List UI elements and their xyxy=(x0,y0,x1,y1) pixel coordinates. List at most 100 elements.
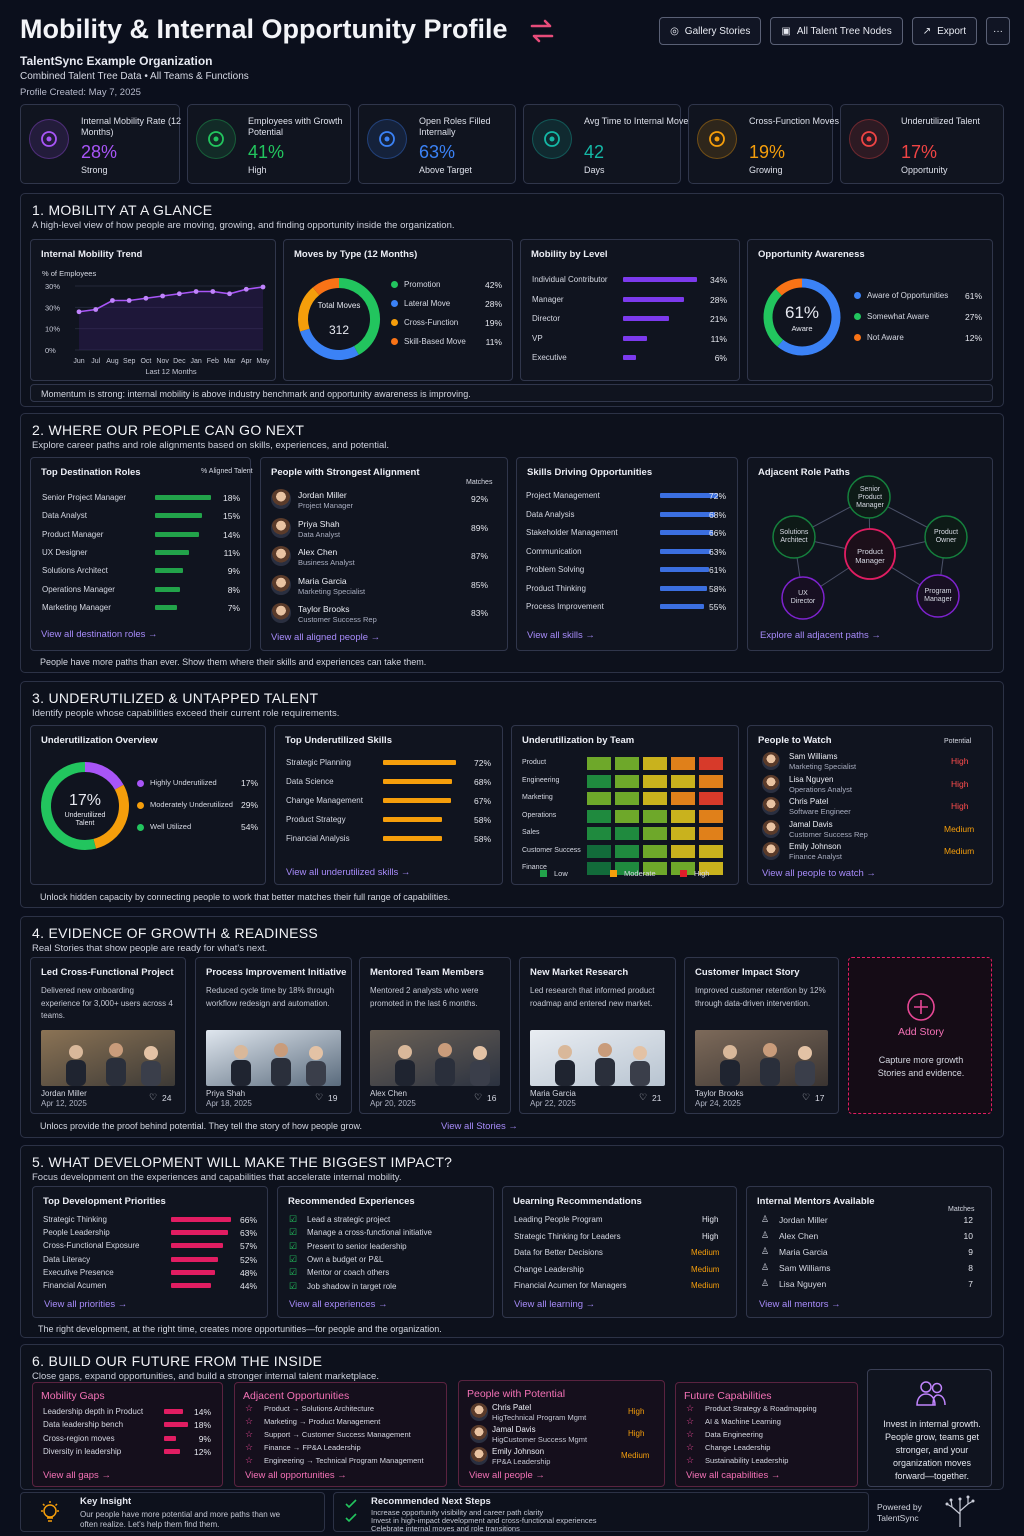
heatmap-cell[interactable] xyxy=(671,792,695,805)
heatmap-cell[interactable] xyxy=(699,844,723,858)
heatmap-cell[interactable] xyxy=(699,774,723,788)
heatmap-cell[interactable] xyxy=(699,809,723,823)
mentor-name[interactable]: Sam Williams xyxy=(779,1263,831,1273)
heatmap-cell[interactable] xyxy=(643,757,667,770)
mentor-name[interactable]: Jordan Miller xyxy=(779,1215,828,1225)
heatmap-cell[interactable] xyxy=(587,844,611,858)
node-program-manager[interactable] xyxy=(916,574,960,618)
heatmap-cell[interactable] xyxy=(615,809,639,823)
heatmap-cell[interactable] xyxy=(671,844,695,858)
heatmap-cell[interactable] xyxy=(587,862,611,875)
heatmap-cell[interactable] xyxy=(643,862,667,875)
heatmap-cell[interactable] xyxy=(587,757,611,770)
person-name[interactable]: Lisa Nguyen xyxy=(789,774,834,784)
node-solutions-architect[interactable] xyxy=(772,515,816,559)
person-name[interactable]: Sam Williams xyxy=(789,752,838,761)
talent-tree-nodes-button[interactable]: ▣ All Talent Tree Nodes xyxy=(770,17,903,45)
view-mentors-link[interactable]: View all mentors → xyxy=(759,1299,841,1310)
learning-item[interactable]: Leading People Program xyxy=(514,1215,603,1224)
heatmap-cell[interactable] xyxy=(671,757,695,770)
node-senior-product-manager[interactable] xyxy=(847,475,891,519)
kpi-card[interactable]: Cross-Function Moves 19% Growing xyxy=(688,104,839,184)
heatmap-cell[interactable] xyxy=(615,827,639,840)
story-card[interactable]: New Market Research Led research that inf… xyxy=(519,957,676,1114)
view-opportunities-link[interactable]: View all opportunities → xyxy=(245,1470,347,1481)
person-name[interactable]: Maria Garcia xyxy=(298,575,347,586)
heatmap-cell[interactable] xyxy=(643,827,667,840)
person-name[interactable]: Emily Johnson xyxy=(492,1447,545,1456)
heatmap-cell[interactable] xyxy=(671,862,695,875)
heatmap-cell[interactable] xyxy=(699,862,723,875)
heatmap-cell[interactable] xyxy=(615,757,639,770)
story-card[interactable]: Mentored Team Members Mentored 2 analysts… xyxy=(359,957,511,1114)
person-name[interactable]: Alex Chen xyxy=(298,547,338,557)
heatmap-cell[interactable] xyxy=(699,827,723,840)
heatmap-cell[interactable] xyxy=(643,792,667,805)
view-all-skills-link[interactable]: View all skills → xyxy=(527,630,595,641)
kpi-card[interactable]: Avg Time to Internal Move 42 Days xyxy=(523,104,688,184)
story-card[interactable]: Customer Impact Story Improved customer r… xyxy=(684,957,839,1114)
view-all-stories-link[interactable]: View all Stories → xyxy=(441,1121,518,1132)
person-name[interactable]: Jamal Davis xyxy=(492,1425,536,1434)
node-product-manager[interactable] xyxy=(844,528,896,580)
heatmap-cell[interactable] xyxy=(615,792,639,805)
person-name[interactable]: Chris Patel xyxy=(789,797,829,806)
learning-item[interactable]: Change Leadership xyxy=(514,1264,584,1274)
view-capabilities-link[interactable]: View all capabilities → xyxy=(686,1470,781,1481)
heatmap-cell[interactable] xyxy=(587,792,611,805)
heatmap-cell[interactable] xyxy=(671,809,695,823)
view-underutilized-skills-link[interactable]: View all underutilized skills → xyxy=(286,867,411,878)
person-name[interactable]: Chris Patel xyxy=(492,1403,532,1412)
heatmap-cell[interactable] xyxy=(587,809,611,823)
more-menu-button[interactable]: ··· xyxy=(986,17,1010,45)
heart-icon[interactable]: ♡ xyxy=(474,1092,483,1102)
person-name[interactable]: Jamal Davis xyxy=(789,819,833,829)
node-ux-director[interactable] xyxy=(781,576,825,620)
add-story-card[interactable]: Add Story Capture more growth Stories an… xyxy=(848,957,992,1114)
learning-item[interactable]: Financial Acumen for Managers xyxy=(514,1281,627,1290)
kpi-card[interactable]: Employees with Growth Potential 41% High xyxy=(187,104,351,184)
heatmap-cell[interactable] xyxy=(587,774,611,788)
view-learning-link[interactable]: View all learning → xyxy=(514,1299,596,1310)
view-people-to-watch-link[interactable]: View all people to watch → xyxy=(762,868,876,879)
mentor-name[interactable]: Maria Garcia xyxy=(779,1247,828,1257)
mentor-name[interactable]: Alex Chen xyxy=(779,1231,819,1241)
heatmap-cell[interactable] xyxy=(587,827,611,840)
heart-icon[interactable]: ♡ xyxy=(802,1092,811,1102)
story-card[interactable]: Led Cross-Functional Project Delivered ne… xyxy=(30,957,186,1114)
person-name[interactable]: Priya Shah xyxy=(298,518,340,529)
heatmap-cell[interactable] xyxy=(615,862,639,875)
person-name[interactable]: Jordan Miller xyxy=(298,490,347,500)
gallery-stories-button[interactable]: ◎ Gallery Stories xyxy=(659,17,762,45)
heatmap-cell[interactable] xyxy=(643,774,667,788)
person-name[interactable]: Taylor Brooks xyxy=(298,604,350,614)
heatmap-cell[interactable] xyxy=(643,809,667,823)
view-aligned-people-link[interactable]: View all aligned people → xyxy=(271,632,381,643)
heart-icon[interactable]: ♡ xyxy=(149,1092,158,1102)
export-button[interactable]: ↗ Export xyxy=(911,17,977,45)
heart-icon[interactable]: ♡ xyxy=(639,1092,648,1102)
heatmap-cell[interactable] xyxy=(643,844,667,858)
heatmap-cell[interactable] xyxy=(671,774,695,788)
heatmap-cell[interactable] xyxy=(615,844,639,858)
node-product-owner[interactable] xyxy=(924,515,968,559)
learning-item[interactable]: Data for Better Decisions xyxy=(514,1248,603,1257)
view-experiences-link[interactable]: View all experiences → xyxy=(289,1299,388,1310)
kpi-card[interactable]: Internal Mobility Rate (12 Months) 28% Str… xyxy=(20,104,181,184)
heart-icon[interactable]: ♡ xyxy=(315,1092,324,1102)
view-people-link[interactable]: View all people → xyxy=(469,1470,545,1481)
mentor-name[interactable]: Lisa Nguyen xyxy=(779,1279,827,1289)
kpi-card[interactable]: Underutilized Talent 17% Opportunity xyxy=(840,104,1004,184)
story-card[interactable]: Process Improvement Initiative Reduced cy… xyxy=(195,957,352,1114)
learning-item[interactable]: Strategic Thinking for Leaders xyxy=(514,1231,621,1241)
heatmap-cell[interactable] xyxy=(699,792,723,805)
explore-adjacent-paths-link[interactable]: Explore all adjacent paths → xyxy=(760,630,881,641)
view-destination-roles-link[interactable]: View all destination roles → xyxy=(41,629,158,640)
heatmap-cell[interactable] xyxy=(699,757,723,770)
heatmap-cell[interactable] xyxy=(615,774,639,788)
heatmap-cell[interactable] xyxy=(671,827,695,840)
view-priorities-link[interactable]: View all priorities → xyxy=(44,1299,128,1310)
person-name[interactable]: Emily Johnson xyxy=(789,842,842,851)
view-gaps-link[interactable]: View all gaps → xyxy=(43,1470,111,1481)
kpi-card[interactable]: Open Roles Filled Internally 63% Above Tar… xyxy=(358,104,516,184)
